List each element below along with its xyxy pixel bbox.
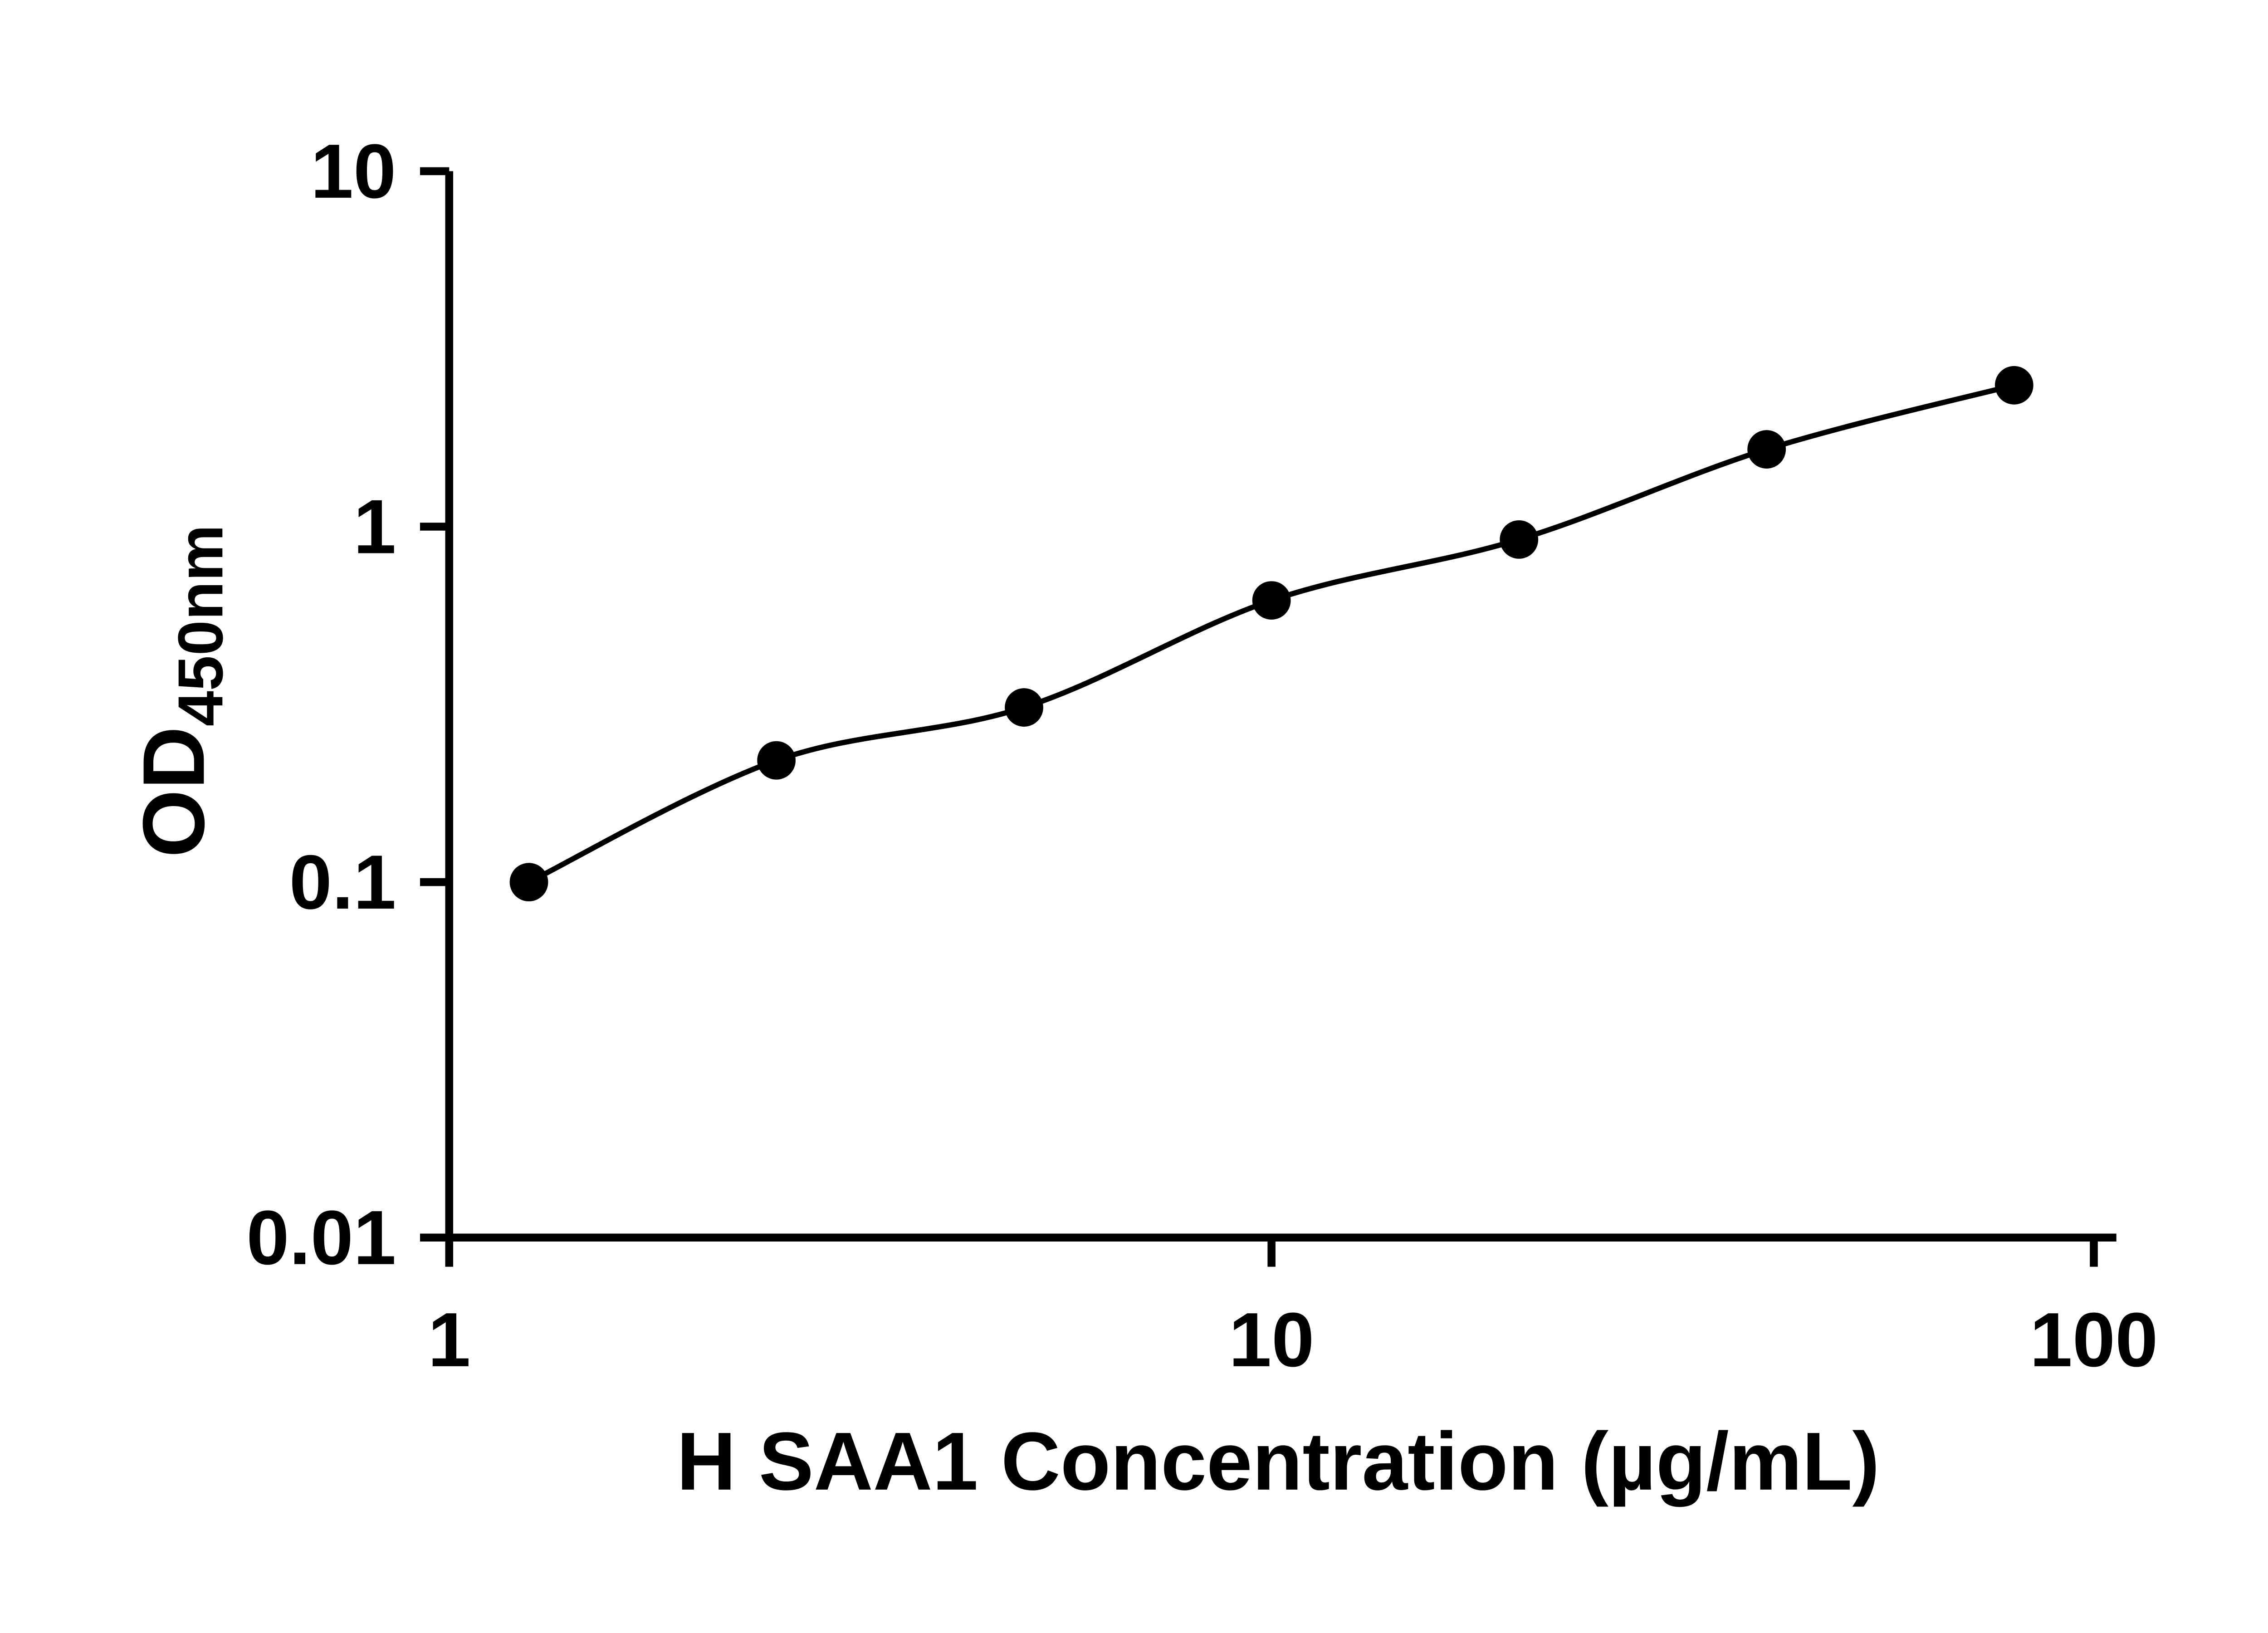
data-point	[509, 863, 548, 902]
y-axis-tick-label: 1	[353, 484, 396, 570]
data-point	[1005, 688, 1043, 727]
x-axis-tick-label: 100	[2030, 1296, 2158, 1383]
x-axis-title: H SAA1 Concentration (µg/mL)	[677, 1416, 1880, 1507]
x-axis-tick-label: 1	[428, 1296, 470, 1383]
data-point	[1994, 366, 2033, 405]
x-axis-tick-label: 10	[1229, 1296, 1315, 1383]
y-axis-tick-label: 0.1	[289, 839, 396, 925]
chart-canvas: 0.01 0.1 1 10 1 10 100 H SAA1 Concentration (µ…	[18, 7, 2268, 1633]
y-axis-title: OD450nm	[124, 525, 236, 858]
y-axis-tick-label: 0.01	[246, 1194, 396, 1281]
data-point	[1747, 430, 1786, 469]
y-axis-title-main: OD	[124, 726, 222, 857]
elisa-standard-curve-chart: 0.01 0.1 1 10 1 10 100 H SAA1 Concentration (µ…	[18, 7, 2268, 1633]
data-point	[757, 741, 796, 780]
axes-lines	[445, 171, 2116, 1242]
y-axis-title-subscript: 450nm	[165, 525, 236, 727]
fit-curve	[528, 382, 2015, 885]
data-point	[1252, 581, 1291, 620]
plot-area: 0.01 0.1 1 10 1 10 100	[246, 128, 2158, 1383]
y-axis-tick-label: 10	[311, 128, 396, 214]
data-point	[1500, 520, 1539, 559]
